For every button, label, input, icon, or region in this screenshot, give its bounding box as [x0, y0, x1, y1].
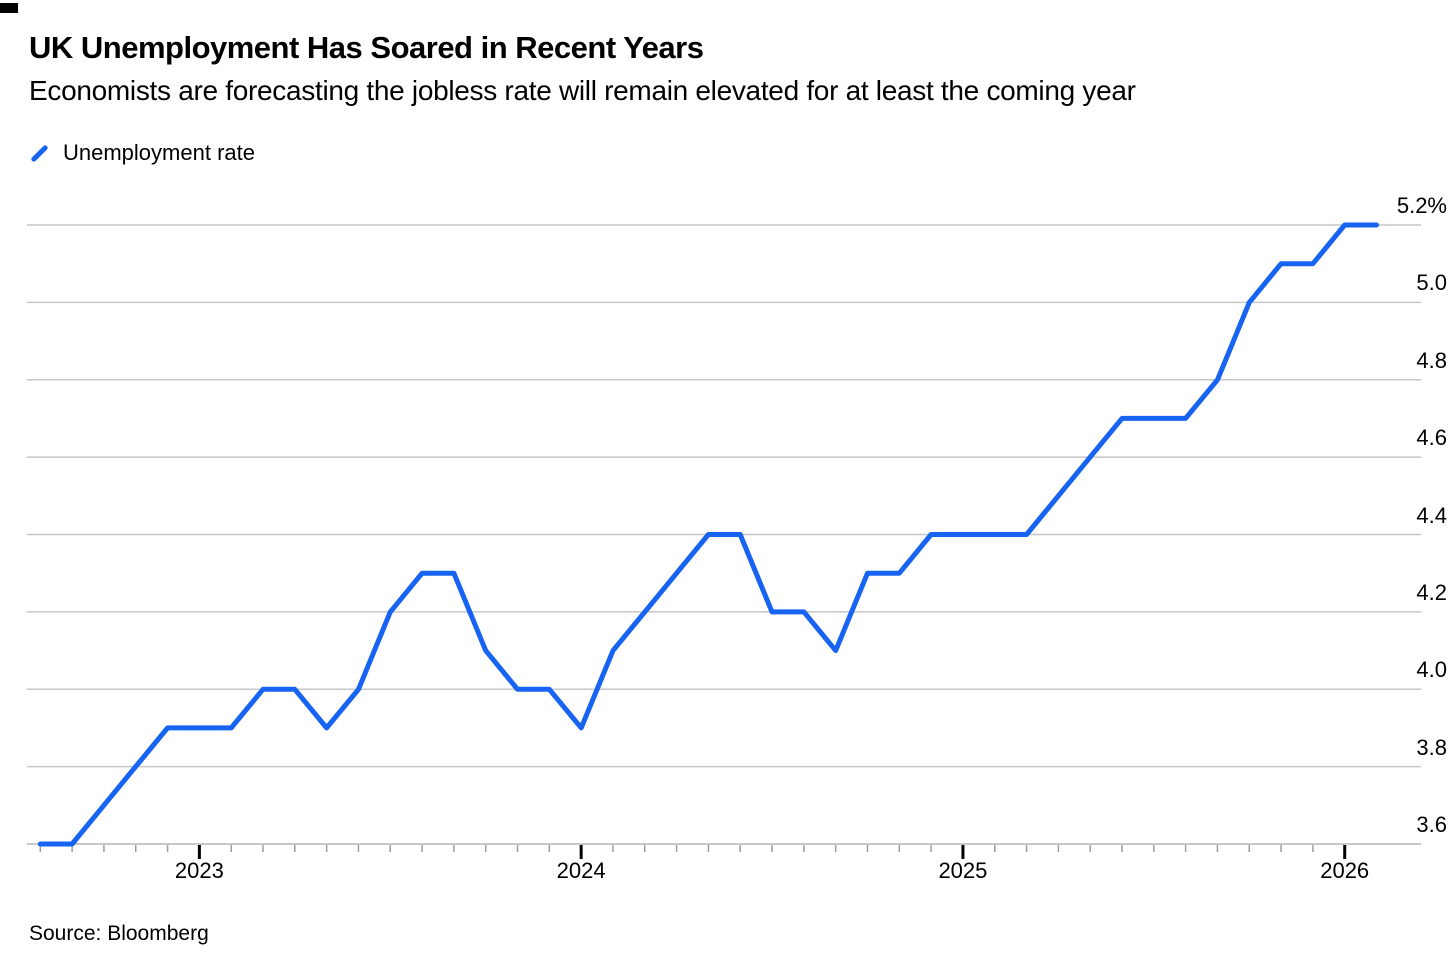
x-axis-label: 2024 — [556, 858, 606, 883]
y-axis-label: 4.8 — [1416, 347, 1447, 373]
y-axis-label: 5.0 — [1416, 270, 1447, 296]
chart-title: UK Unemployment Has Soared in Recent Yea… — [29, 30, 704, 65]
y-axis-label: 4.4 — [1416, 502, 1447, 528]
y-axis-label: 4.6 — [1416, 425, 1447, 451]
x-axis-label: 2023 — [174, 858, 224, 883]
x-axis-label: 2026 — [1320, 858, 1370, 883]
unemployment-rate-line — [37, 222, 1379, 847]
y-axis-label: 3.6 — [1416, 812, 1447, 837]
x-axis-label: 2025 — [938, 858, 988, 883]
y-axis-label: 4.2 — [1416, 579, 1447, 605]
legend: Unemployment rate — [29, 140, 255, 166]
chart-subtitle: Economists are forecasting the jobless r… — [29, 75, 1136, 106]
source-note: Source: Bloomberg — [29, 922, 209, 945]
top-left-mark — [0, 3, 18, 13]
y-axis-label: 5.2% — [1396, 193, 1447, 218]
legend-label: Unemployment rate — [63, 140, 255, 165]
y-axis-label: 4.0 — [1416, 657, 1447, 683]
x-axis-ticks — [39, 845, 1347, 859]
y-axis-label: 3.8 — [1416, 734, 1447, 760]
